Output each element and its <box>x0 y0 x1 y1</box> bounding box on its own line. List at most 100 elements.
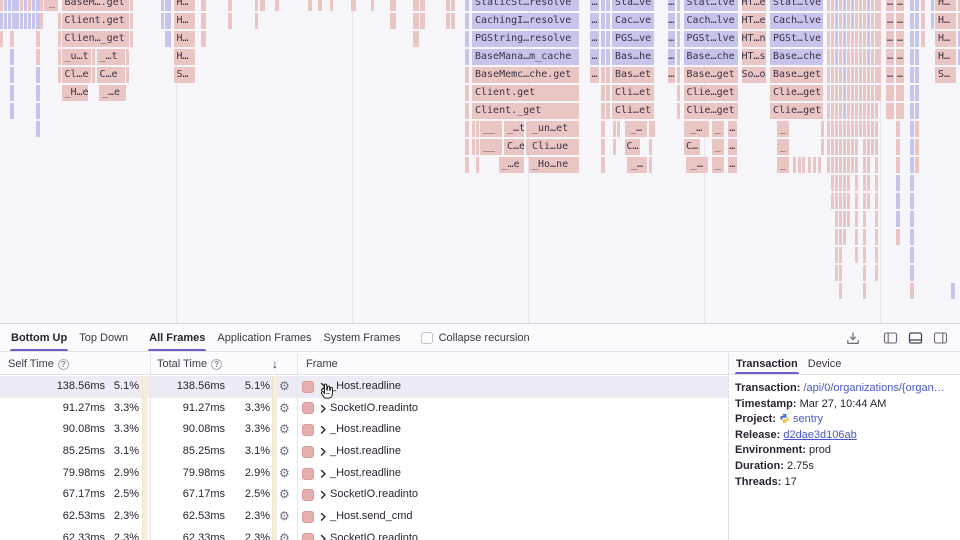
flame-frame-bar[interactable]: Stat…lve <box>770 0 823 11</box>
flame-bar[interactable] <box>40 0 43 11</box>
flame-bar[interactable] <box>895 157 900 173</box>
frame-name[interactable]: SocketIO.readinto <box>330 488 419 501</box>
flame-bar[interactable] <box>915 49 919 65</box>
flame-bar[interactable] <box>464 13 469 29</box>
flame-bar[interactable] <box>858 121 862 137</box>
flame-bar[interactable] <box>862 175 866 191</box>
flame-frame-bar[interactable]: H… <box>935 49 956 65</box>
flame-frame-bar[interactable]: CachingI…resolve <box>472 13 579 29</box>
flame-bar[interactable] <box>464 157 469 173</box>
flame-bar[interactable] <box>200 13 206 29</box>
flame-bar[interactable] <box>827 49 830 65</box>
flame-frame-bar[interactable]: Base…get <box>683 67 738 83</box>
flame-bar[interactable] <box>957 13 960 29</box>
flame-bar[interactable] <box>476 139 479 155</box>
flame-bar[interactable] <box>838 157 842 173</box>
flame-bar[interactable] <box>393 0 396 11</box>
flame-frame-bar[interactable]: H… <box>173 13 195 29</box>
flame-bar[interactable] <box>827 139 830 155</box>
flame-bar[interactable] <box>866 103 870 119</box>
help-icon[interactable]: ? <box>57 358 69 370</box>
flame-bar[interactable] <box>874 67 878 83</box>
flame-bar[interactable] <box>830 13 834 29</box>
flame-bar[interactable] <box>27 0 31 11</box>
flame-bar[interactable] <box>830 67 834 83</box>
flame-bar[interactable] <box>870 49 874 65</box>
flame-bar[interactable] <box>317 0 322 11</box>
flame-bar[interactable] <box>601 157 605 173</box>
expand-chevron-icon[interactable] <box>320 484 327 506</box>
flame-bar[interactable] <box>446 0 450 11</box>
table-row[interactable]: 85.25ms 3.1% 85.25ms 3.1% ⚙︎ _Host.readline <box>0 441 728 463</box>
flame-bar[interactable] <box>676 13 680 29</box>
flame-bar[interactable] <box>389 0 393 11</box>
flame-frame-bar[interactable]: Stat…lve <box>683 0 738 11</box>
flame-bar[interactable] <box>476 121 479 137</box>
flame-bar[interactable] <box>846 103 850 119</box>
flame-bar[interactable] <box>878 31 881 47</box>
flame-bar[interactable] <box>854 157 858 173</box>
flamegraph-canvas[interactable]: _ BaseM….get Client.get Clien…_get _u…t _…t Cl… <box>0 0 960 324</box>
flame-bar[interactable] <box>866 0 870 11</box>
flame-frame-bar[interactable]: HT…e <box>741 0 766 11</box>
flame-frame-bar[interactable]: H… <box>173 31 195 47</box>
flame-bar[interactable] <box>464 67 469 83</box>
flame-bar[interactable] <box>915 67 919 83</box>
flame-bar[interactable] <box>846 193 850 209</box>
flame-frame-bar[interactable]: H… <box>935 0 956 11</box>
flame-bar[interactable] <box>909 49 914 65</box>
flame-bar[interactable] <box>866 13 870 29</box>
flame-frame-bar[interactable]: … <box>667 49 675 65</box>
flame-bar[interactable] <box>858 103 862 119</box>
flame-bar[interactable] <box>854 247 858 263</box>
flame-bar[interactable] <box>164 13 168 29</box>
flame-bar[interactable] <box>850 49 854 65</box>
flame-bar[interactable] <box>605 103 610 119</box>
flame-bar[interactable] <box>874 139 878 155</box>
gear-icon[interactable]: ⚙︎ <box>279 530 290 540</box>
flame-bar[interactable] <box>605 13 610 29</box>
flame-bar[interactable] <box>834 13 838 29</box>
flame-bar[interactable] <box>862 157 866 173</box>
table-row[interactable]: 79.98ms 2.9% 79.98ms 2.9% ⚙︎ _Host.readline <box>0 462 728 485</box>
tab-all-frames[interactable]: All Frames <box>148 325 207 351</box>
flame-bar[interactable] <box>31 13 35 29</box>
flame-bar[interactable] <box>850 13 854 29</box>
flame-bar[interactable] <box>259 0 265 11</box>
flame-bar[interactable] <box>419 0 425 11</box>
flame-bar[interactable] <box>909 121 914 137</box>
flame-bar[interactable] <box>834 67 838 83</box>
flame-bar[interactable] <box>464 103 469 119</box>
flame-frame-bar[interactable]: C… <box>625 139 640 155</box>
flame-frame-bar[interactable]: … <box>590 49 599 65</box>
flame-frame-bar[interactable]: _ <box>46 0 58 11</box>
frame-name[interactable]: _Host.readline <box>330 380 401 392</box>
flame-bar[interactable] <box>676 31 680 47</box>
flame-frame-bar[interactable]: _…e <box>99 85 126 101</box>
flame-bar[interactable] <box>464 31 469 47</box>
flame-frame-bar[interactable]: StaticSt…resolve <box>472 0 579 11</box>
details-tab-transaction[interactable]: Transaction <box>735 353 799 374</box>
flame-bar[interactable] <box>464 85 469 101</box>
expand-chevron-icon[interactable] <box>320 528 327 540</box>
flame-frame-bar[interactable]: … <box>896 0 904 11</box>
flame-bar[interactable] <box>838 211 842 227</box>
flame-bar[interactable] <box>413 31 419 47</box>
flame-bar[interactable] <box>909 67 914 83</box>
flame-bar[interactable] <box>601 49 605 65</box>
flame-bar[interactable] <box>915 0 919 11</box>
flame-bar[interactable] <box>648 157 652 173</box>
flame-bar[interactable] <box>830 139 834 155</box>
flame-frame-bar[interactable]: _…t <box>96 49 125 65</box>
table-row[interactable]: 62.33ms 2.3% 62.33ms 2.3% ⚙︎ SocketIO.readint… <box>0 527 728 540</box>
flame-bar[interactable] <box>896 85 904 101</box>
collapse-recursion-checkbox[interactable] <box>420 332 433 344</box>
flame-bar[interactable] <box>858 31 862 47</box>
flame-bar[interactable] <box>58 13 61 29</box>
total-time-header[interactable]: Total Time ? <box>157 353 223 375</box>
flame-bar[interactable] <box>842 157 846 173</box>
flame-bar[interactable] <box>830 31 834 47</box>
flame-bar[interactable] <box>850 157 854 173</box>
flame-bar[interactable] <box>858 85 862 101</box>
flame-bar[interactable] <box>870 121 874 137</box>
